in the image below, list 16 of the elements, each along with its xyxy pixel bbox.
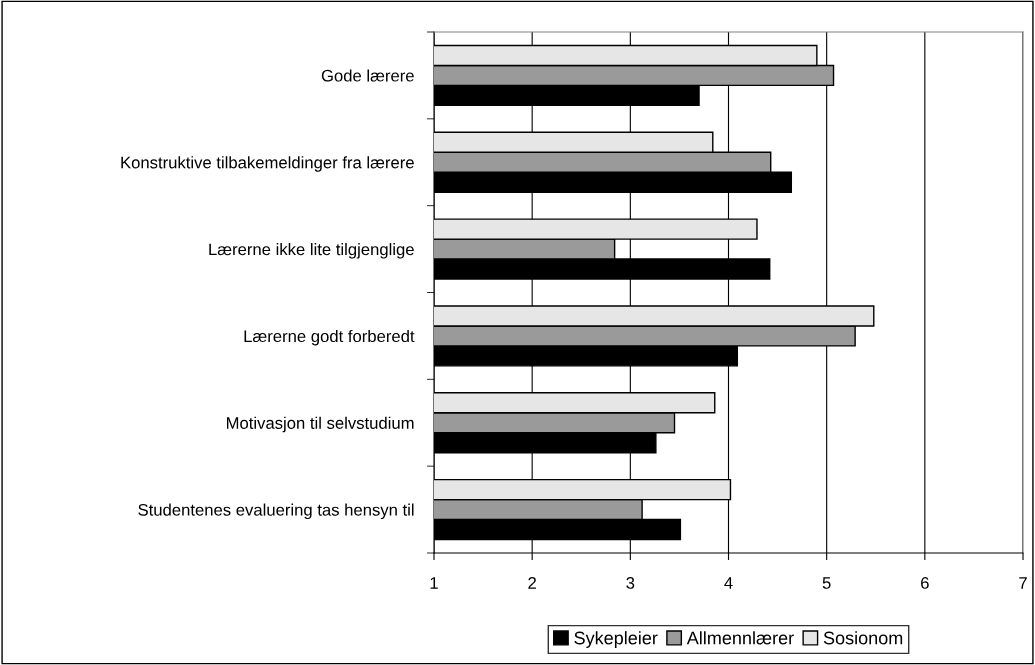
y-tick-label: Motivasjon til selvstudium — [226, 416, 414, 433]
x-tick-label: 2 — [528, 577, 536, 589]
x-tick-label: 3 — [626, 577, 635, 589]
x-tick-label: 4 — [724, 577, 733, 589]
x-tick-label: 6 — [921, 577, 929, 589]
legend-label: Allmennlærer — [686, 631, 794, 645]
y-tick-label: Konstruktive tilbakemeldinger fra lærere — [121, 156, 414, 172]
y-tick-label: Gode lærere — [321, 69, 414, 82]
x-tick-label: 7 — [1019, 577, 1027, 589]
y-tick-label: Lærerne ikke lite tilgjenglige — [209, 243, 414, 259]
legend-label: Sosionom — [823, 631, 903, 645]
y-tick-label: Lærerne godt forberedt — [244, 329, 415, 346]
legend-label: Sykepleier — [574, 631, 658, 648]
y-tick-label: Studentenes evaluering tas hensyn til — [138, 503, 414, 520]
x-tick-label: 1 — [430, 577, 438, 589]
x-tick-label: 5 — [822, 577, 831, 589]
